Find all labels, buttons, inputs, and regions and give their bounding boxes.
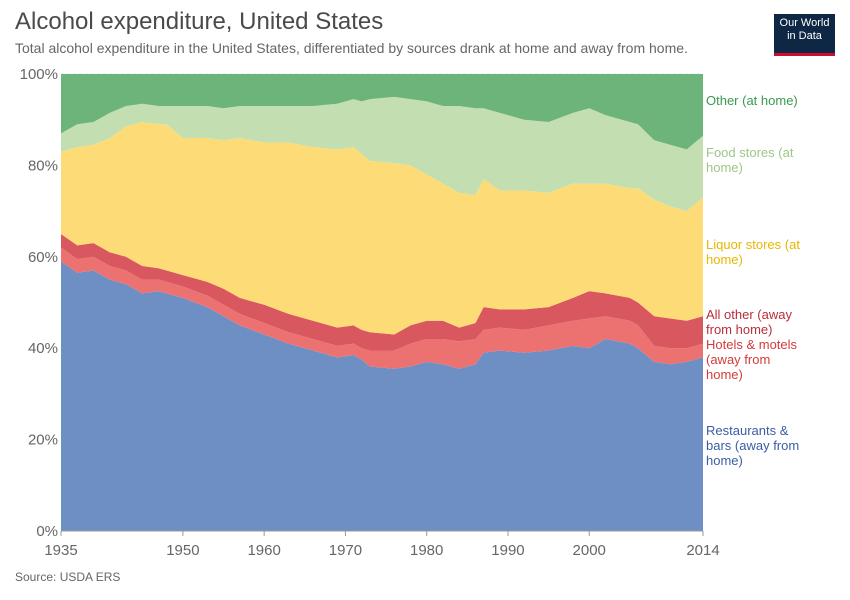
x-tick-label: 1950 bbox=[166, 542, 199, 559]
legend-text-line: bars (away from bbox=[706, 438, 799, 453]
y-tick-label: 100% bbox=[20, 66, 58, 83]
legend-text-line: Restaurants & bbox=[706, 423, 789, 438]
y-tick-label: 0% bbox=[36, 523, 58, 540]
restaurants-area[interactable] bbox=[61, 261, 703, 531]
x-axis: 1935 1950 1960 1970 1980 1990 2000 2014 bbox=[44, 530, 720, 559]
all-other-away-area[interactable] bbox=[61, 233, 703, 351]
legend-text-line: from home) bbox=[706, 322, 772, 337]
legend-text-line: All other (away bbox=[706, 307, 792, 322]
logo-line-2: in Data bbox=[787, 30, 822, 42]
legend-text-line: Hotels & motels bbox=[706, 337, 798, 352]
chart-title: Alcohol expenditure, United States bbox=[15, 8, 384, 35]
source-note: Source: USDA ERS bbox=[15, 570, 121, 584]
chart-subtitle: Total alcohol expenditure in the United … bbox=[15, 40, 688, 56]
hotels-area[interactable] bbox=[61, 247, 703, 369]
x-tick-label: 2000 bbox=[573, 542, 606, 559]
other-home-area[interactable] bbox=[61, 74, 703, 150]
legend-text-line: Other (at home) bbox=[706, 93, 798, 108]
legend-other-home[interactable]: Other (at home) bbox=[706, 93, 798, 108]
x-tick-label: 1960 bbox=[247, 542, 280, 559]
liquor-stores-area[interactable] bbox=[61, 121, 703, 335]
y-tick-label: 60% bbox=[28, 249, 58, 266]
legend-text-line: home) bbox=[706, 252, 743, 267]
x-tick-label: 1970 bbox=[329, 542, 362, 559]
legend-text-line: Liquor stores (at bbox=[706, 237, 800, 252]
food-stores-area[interactable] bbox=[61, 96, 703, 212]
legend-text-line: home) bbox=[706, 160, 743, 175]
x-tick-label: 2014 bbox=[686, 542, 719, 559]
legend-text-line: Food stores (at bbox=[706, 145, 794, 160]
owid-logo[interactable]: Our World in Data bbox=[774, 14, 835, 56]
logo-line-1: Our World bbox=[779, 17, 830, 29]
y-tick-label: 20% bbox=[28, 432, 58, 449]
y-axis: 0% 20% 40% 60% 80% 100% bbox=[20, 66, 58, 540]
x-tick-label: 1990 bbox=[491, 542, 524, 559]
legend-text-line: (away from bbox=[706, 352, 770, 367]
x-tick-label: 1980 bbox=[410, 542, 443, 559]
legend: Other (at home)Food stores (athome)Liquo… bbox=[706, 93, 800, 468]
legend-text-line: home) bbox=[706, 367, 743, 382]
y-tick-label: 80% bbox=[28, 157, 58, 174]
x-tick-label: 1935 bbox=[44, 542, 77, 559]
y-tick-label: 40% bbox=[28, 340, 58, 357]
legend-text-line: home) bbox=[706, 453, 743, 468]
area-layers bbox=[61, 74, 703, 531]
